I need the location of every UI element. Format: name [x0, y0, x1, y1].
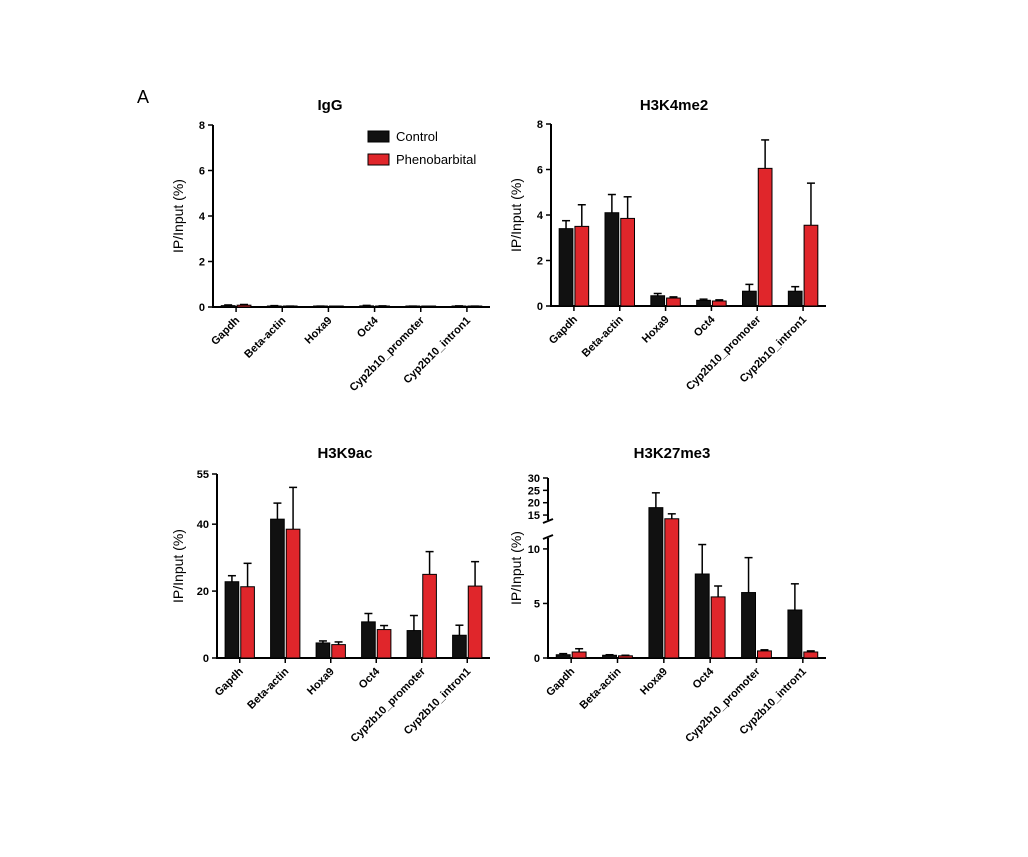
- x-tick-label: Oct4: [691, 665, 717, 691]
- x-tick-label: Gapdh: [213, 665, 246, 698]
- x-tick-label: Gapdh: [544, 665, 577, 698]
- y-tick-label: 0: [203, 653, 209, 665]
- x-tick-label: Oct4: [692, 313, 718, 339]
- bar-control: [361, 621, 376, 659]
- x-tick-label: Beta-actin: [578, 665, 624, 711]
- y-axis-label: IP/Input (%): [170, 529, 186, 603]
- bar-phenobarbital: [757, 650, 772, 659]
- y-tick-label: 30: [528, 473, 540, 485]
- bar-control: [787, 609, 803, 659]
- legend-swatch-phenobarbital: [367, 153, 390, 166]
- bar-control: [452, 634, 467, 659]
- bar-control: [602, 654, 617, 659]
- x-tick-label: Gapdh: [547, 313, 580, 346]
- chart-title: H3K27me3: [634, 445, 711, 462]
- y-tick-label: 10: [528, 544, 540, 556]
- bar-phenobarbital: [710, 596, 726, 659]
- bar-control: [558, 228, 574, 307]
- bar-control: [315, 642, 331, 659]
- bar-phenobarbital: [666, 297, 681, 307]
- y-axis-label: IP/Input (%): [508, 531, 524, 605]
- x-tick-label: Cyp2b10_promoter: [684, 313, 764, 393]
- panel-letter: A: [137, 87, 149, 107]
- y-axis-label: IP/Input (%): [508, 178, 524, 252]
- axis-break-mark: [542, 534, 554, 540]
- bar-phenobarbital: [376, 629, 392, 659]
- y-tick-label: 5: [534, 598, 540, 610]
- x-tick-label: Hoxa9: [638, 666, 670, 698]
- y-tick-label: 40: [197, 519, 209, 531]
- x-tick-label: Oct4: [355, 314, 381, 340]
- x-tick-label: Gapdh: [209, 314, 242, 347]
- chart-title: H3K4me2: [640, 97, 708, 114]
- bar-phenobarbital: [757, 167, 773, 307]
- bar-phenobarbital: [331, 644, 346, 659]
- y-tick-label: 8: [199, 120, 205, 132]
- x-tick-label: Hoxa9: [640, 314, 672, 346]
- legend-label-phenobarbital: Phenobarbital: [396, 152, 476, 167]
- x-tick-label: Hoxa9: [305, 666, 337, 698]
- chart-h3k9ac: H3K9ac IP/Input (%) 0 20 40 55 Gapdh Beta-actin…: [170, 445, 490, 745]
- bar-phenobarbital: [620, 217, 635, 307]
- bar-control: [604, 212, 620, 307]
- x-tick-label: Cyp2b10_promoter: [348, 665, 428, 745]
- bar-phenobarbital: [574, 225, 590, 307]
- y-tick-label: 0: [199, 302, 205, 314]
- bar-control: [650, 295, 666, 307]
- bar-phenobarbital: [803, 651, 819, 659]
- bar-phenobarbital: [664, 518, 680, 659]
- chart-igg: IgG IP/Input (%) 0 2 4 6 8 Gapdh Beta-actin Hoxa9…: [170, 97, 490, 394]
- bar-phenobarbital: [618, 655, 633, 659]
- bar-control: [224, 581, 240, 659]
- y-tick-label: 2: [537, 256, 543, 268]
- bar-phenobarbital: [422, 573, 437, 659]
- chart-title: H3K9ac: [317, 445, 372, 462]
- y-tick-label: 6: [199, 166, 205, 178]
- bar-phenobarbital: [571, 651, 587, 659]
- chart-h3k4me2: H3K4me2 IP/Input (%) 0 2 4 6 8 Gapdh Beta-actin H…: [508, 97, 826, 393]
- y-tick-label: 0: [537, 301, 543, 313]
- axis-break-mark: [542, 518, 554, 524]
- bar-control: [742, 290, 757, 307]
- legend: Control Phenobarbital: [367, 129, 476, 167]
- y-tick-label: 8: [537, 119, 543, 131]
- y-tick-label: 55: [197, 469, 209, 481]
- bar-control: [555, 654, 571, 659]
- x-tick-label: Oct4: [357, 665, 383, 691]
- bar-control: [648, 507, 664, 659]
- y-tick-label: 6: [537, 165, 543, 177]
- bar-control: [694, 573, 710, 659]
- bar-phenobarbital: [803, 224, 819, 307]
- x-tick-label: Beta-actin: [245, 665, 291, 711]
- bar-phenobarbital: [285, 528, 301, 659]
- y-tick-label: 4: [537, 210, 544, 222]
- bar-phenobarbital: [711, 300, 727, 307]
- bar-control: [406, 630, 422, 659]
- bar-phenobarbital: [236, 304, 252, 308]
- x-tick-label: Beta-actin: [580, 313, 626, 359]
- legend-label-control: Control: [396, 129, 438, 144]
- bar-control: [270, 518, 285, 659]
- bar-control: [787, 290, 803, 307]
- y-tick-label: 4: [199, 211, 206, 223]
- bar-phenobarbital: [467, 585, 483, 659]
- bar-control: [696, 299, 711, 307]
- x-tick-label: Beta-actin: [242, 314, 288, 360]
- y-tick-label: 0: [534, 653, 540, 665]
- y-axis-label: IP/Input (%): [170, 179, 186, 253]
- bar-control: [220, 305, 236, 308]
- x-tick-label: Hoxa9: [303, 315, 335, 347]
- y-tick-label: 20: [528, 498, 540, 510]
- y-tick-label: 2: [199, 257, 205, 269]
- y-tick-label: 15: [528, 510, 540, 522]
- bar-phenobarbital: [240, 586, 255, 659]
- legend-swatch-control: [367, 130, 390, 143]
- y-tick-label: 20: [197, 586, 209, 598]
- y-tick-label: 25: [528, 485, 540, 497]
- bar-control: [741, 592, 756, 659]
- chart-title: IgG: [318, 97, 343, 114]
